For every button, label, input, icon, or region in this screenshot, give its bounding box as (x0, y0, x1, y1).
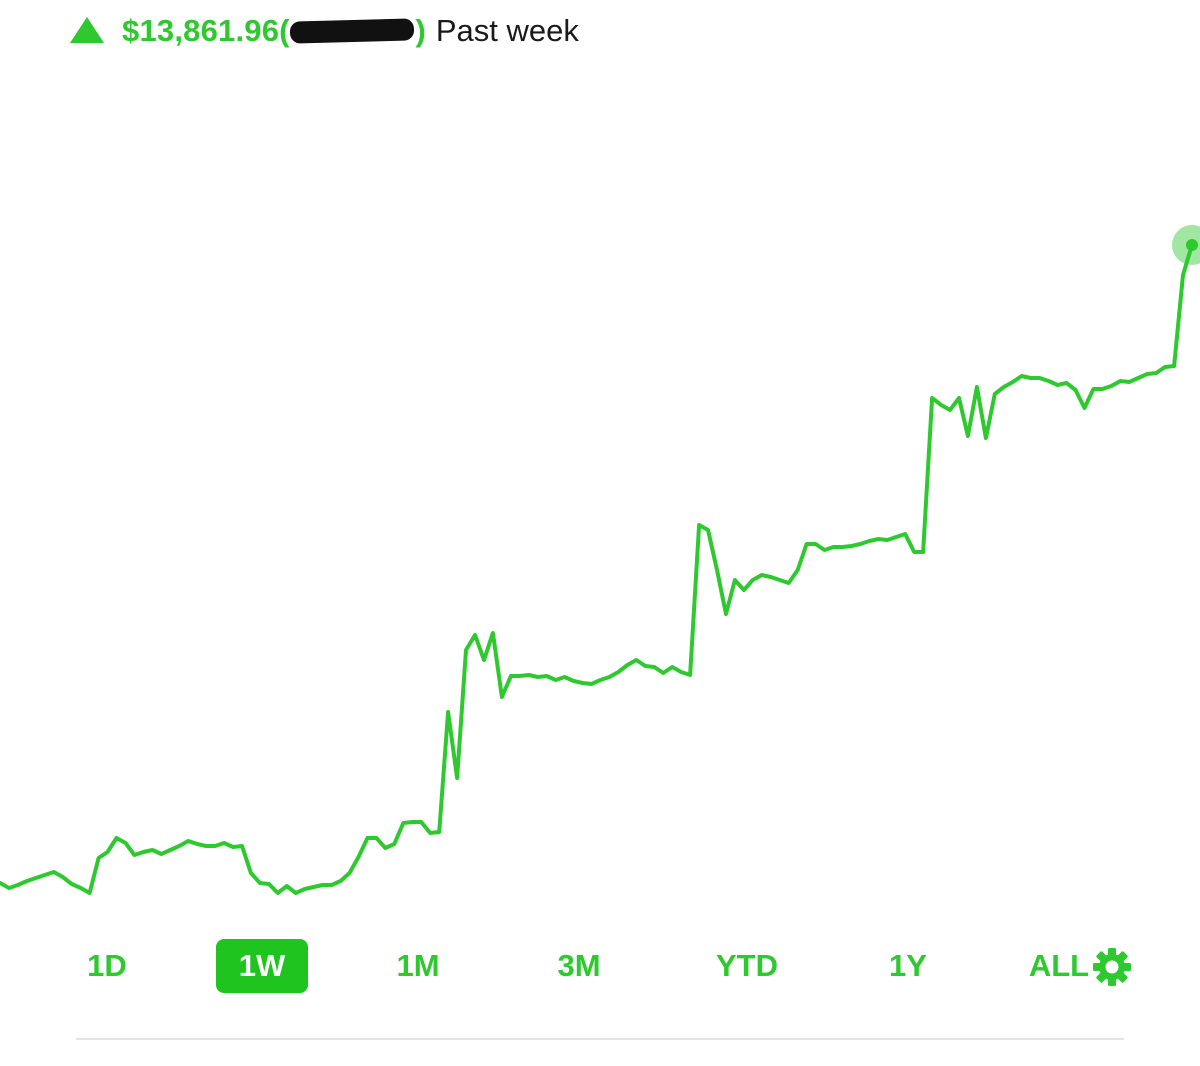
price-chart-svg[interactable] (0, 0, 1200, 920)
gear-icon[interactable] (1092, 947, 1132, 987)
current-point-marker (1186, 239, 1198, 251)
period-gain-header: $13,861.96 ( ) Past week (70, 10, 579, 52)
gain-amount: $13,861.96 (122, 13, 280, 48)
price-line (0, 243, 1194, 895)
up-arrow-icon (70, 17, 104, 43)
range-tab-1w[interactable]: 1W (216, 939, 308, 993)
divider (76, 1038, 1124, 1040)
range-tab-all[interactable]: ALL (1028, 948, 1090, 983)
time-range-selector: 1D 1W 1M 3M YTD 1Y ALL (0, 935, 1200, 999)
range-tab-3m[interactable]: 3M (557, 948, 601, 983)
range-tab-1y[interactable]: 1Y (889, 948, 927, 983)
range-tab-1d[interactable]: 1D (87, 948, 127, 983)
price-chart[interactable] (0, 0, 1200, 920)
gain-percent-close-paren: ) (415, 13, 426, 48)
gain-percent-open-paren: ( (279, 13, 290, 48)
period-label: Past week (435, 13, 579, 48)
range-tab-ytd[interactable]: YTD (716, 948, 778, 983)
range-tab-1m[interactable]: 1M (396, 948, 440, 983)
